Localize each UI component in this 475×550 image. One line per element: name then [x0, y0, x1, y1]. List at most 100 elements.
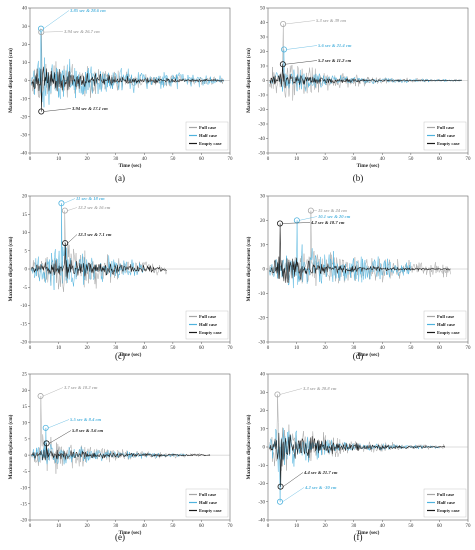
x-tick-label: 40	[142, 346, 148, 351]
y-axis-title: Maximum displacement (cm)	[245, 236, 252, 301]
series-line-full-case	[269, 210, 451, 287]
series-line-empty-case	[269, 63, 462, 89]
legend-label: Half case	[437, 500, 455, 505]
peak-annotation: 3.3 sec & 28.8 cm	[302, 386, 337, 391]
y-tick-label: 20	[260, 409, 266, 414]
x-tick-label: 60	[199, 157, 205, 162]
y-tick-label: -40	[258, 519, 265, 524]
x-tick-label: 40	[380, 524, 386, 529]
y-tick-label: -15	[20, 322, 27, 327]
x-tick-label: 30	[351, 524, 357, 529]
y-tick-label: -10	[258, 464, 265, 469]
annotation-leader	[285, 60, 318, 65]
panel-label: (f)	[354, 532, 363, 542]
legend-label: Full case	[199, 314, 216, 319]
y-axis-title: Maximum displacement (cm)	[7, 236, 14, 301]
peak-annotation: 5.6 sec & 21.4 cm	[318, 43, 352, 48]
x-tick-label: 60	[437, 157, 443, 162]
x-tick-label: 0	[267, 524, 270, 529]
series-line-empty-case	[31, 242, 167, 279]
y-axis-title: Maximum displacement (cm)	[245, 48, 252, 113]
y-tick-label: -5	[23, 470, 28, 475]
legend-label: Half case	[437, 322, 455, 327]
x-tick-label: 50	[170, 346, 176, 351]
chart-panel: -30 -20 -10 0 10 20 30 0 10 20 30 40 50 60 70 15 sec & …	[245, 195, 471, 361]
x-tick-label: 60	[437, 524, 443, 529]
peak-annotation: 4.2 sec & 18.7 cm	[310, 220, 345, 225]
legend-label: Full case	[437, 125, 454, 130]
y-tick-label: 10	[260, 427, 266, 432]
peak-annotation: 15 sec & 24 cm	[318, 208, 347, 213]
y-tick-label: 10	[260, 65, 266, 70]
x-tick-label: 10	[56, 157, 62, 162]
peak-annotation: 11 sec & 18 cm	[76, 196, 105, 201]
annotation-leader	[43, 387, 64, 397]
x-tick-label: 10	[56, 524, 62, 529]
x-tick-label: 30	[113, 346, 119, 351]
y-tick-label: -10	[258, 292, 265, 297]
plot-frame	[29, 373, 231, 521]
x-tick-label: 20	[85, 524, 91, 529]
annotation-leader	[43, 108, 72, 112]
x-tick-label: 20	[85, 157, 91, 162]
y-tick-label: -30	[258, 341, 265, 346]
y-tick-label: -40	[258, 137, 265, 142]
y-axis-title: Maximum displacement (cm)	[245, 414, 252, 479]
x-tick-label: 70	[228, 346, 234, 351]
y-tick-label: 30	[260, 195, 266, 200]
y-tick-label: -40	[20, 152, 27, 157]
peak-annotation: 5.8 sec & 3.6 cm	[72, 428, 104, 433]
chart-panel: -40 -30 -20 -10 0 10 20 30 40 0 10 20 30 40 50 60 70 3.85…	[7, 7, 233, 183]
x-axis-title: Time (sec)	[357, 529, 380, 536]
annotation-leader	[43, 10, 70, 29]
series-line-empty-case	[269, 432, 446, 487]
x-tick-label: 10	[294, 524, 300, 529]
x-axis-title: Time (sec)	[119, 351, 142, 358]
series-line-full-case	[31, 31, 224, 99]
annotation-leader	[285, 20, 316, 25]
peak-annotation: 4.4 sec & 21.7 cm	[303, 470, 338, 475]
y-tick-label: -20	[258, 482, 265, 487]
annotation-leader	[49, 430, 72, 444]
x-tick-label: 40	[142, 157, 148, 162]
annotation-leader	[282, 222, 311, 224]
y-axis-title: Maximum displacement (cm)	[7, 48, 14, 113]
x-tick-label: 0	[267, 157, 270, 162]
annotation-leader	[283, 472, 304, 487]
x-axis-title: Time (sec)	[357, 351, 380, 358]
panel-label: (a)	[115, 173, 125, 183]
y-tick-label: 5	[25, 249, 28, 254]
x-tick-label: 30	[113, 524, 119, 529]
legend-label: Full case	[437, 492, 454, 497]
x-tick-label: 70	[466, 346, 472, 351]
legend-label: Half case	[437, 133, 455, 138]
annotation-leader	[299, 216, 318, 221]
y-tick-label: -20	[20, 115, 27, 120]
y-tick-label: 25	[22, 373, 28, 378]
annotation-leader	[286, 45, 318, 50]
y-tick-label: 30	[260, 36, 266, 41]
x-tick-label: 0	[29, 157, 32, 162]
y-tick-label: -10	[20, 304, 27, 309]
series-line-full-case	[269, 23, 462, 101]
y-tick-label: 10	[260, 243, 266, 248]
x-tick-label: 60	[437, 346, 443, 351]
y-tick-label: 0	[263, 79, 266, 84]
peak-annotation: 12.3 sec & 7.1 cm	[78, 232, 112, 237]
chart-panel: -50 -40 -30 -20 -10 0 10 20 30 40 50 0 10 20 30 40 50 60 7…	[245, 7, 471, 183]
annotation-leader	[63, 198, 76, 204]
panel-label: (c)	[115, 351, 125, 361]
x-tick-label: 30	[351, 157, 357, 162]
x-tick-label: 50	[170, 524, 176, 529]
y-tick-label: 20	[22, 389, 28, 394]
series-line-empty-case	[269, 223, 451, 283]
x-tick-label: 40	[142, 524, 148, 529]
x-tick-label: 0	[29, 346, 32, 351]
x-tick-label: 0	[29, 524, 32, 529]
y-tick-label: -10	[258, 94, 265, 99]
peak-marker	[61, 207, 68, 214]
y-tick-label: 0	[25, 79, 28, 84]
legend-label: Empty case	[437, 330, 460, 335]
legend-label: Empty case	[199, 141, 222, 146]
chart-panel: -20 -15 -10 -5 0 5 10 15 20 25 0 10 20 30 40 50 60 70 3.7 …	[7, 373, 233, 542]
